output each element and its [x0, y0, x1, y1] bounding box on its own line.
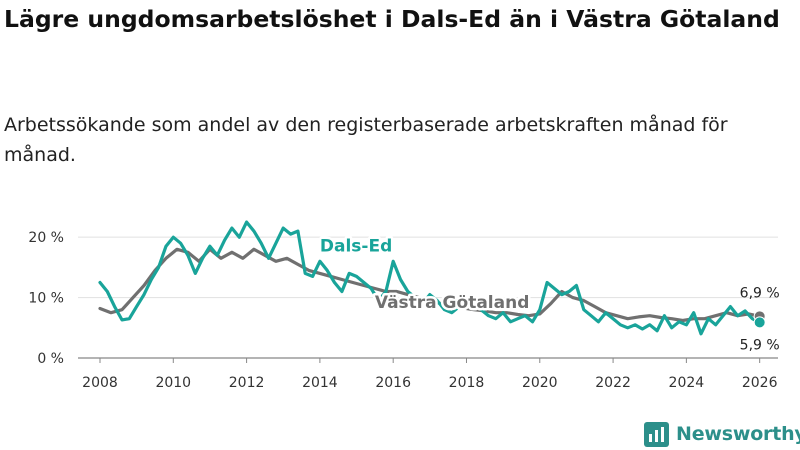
end-markers: 6,9 % 5,9 % — [740, 285, 780, 353]
axes: 0 % 10 % 20 % 2008 2010 2012 2014 2016 2018 2020 2… — [28, 230, 778, 391]
y-tick-label: 10 % — [28, 291, 64, 307]
brand-name: Newsworthy — [676, 423, 800, 445]
x-tick-label: 2012 — [229, 375, 265, 391]
chart-subtitle: Arbetssökande som andel av den registerb… — [4, 114, 728, 166]
x-tick-label: 2026 — [742, 375, 778, 391]
x-tick-label: 2008 — [82, 375, 118, 391]
x-tick-label: 2016 — [375, 375, 411, 391]
x-tick-label: 2024 — [669, 375, 705, 391]
x-tick-label: 2010 — [155, 375, 191, 391]
brand-logo[interactable]: Newsworthy — [644, 420, 800, 448]
newsworthy-logo-icon — [644, 421, 669, 447]
chart-title: Lägre ungdomsarbetslöshet i Dals-Ed än i… — [4, 5, 780, 33]
series-labels: Västra Götaland Dals-Ed — [317, 234, 532, 315]
x-tick-label: 2022 — [595, 375, 631, 391]
line-chart: 0 % 10 % 20 % 2008 2010 2012 2014 2016 2018 2020 2… — [28, 220, 780, 391]
series-label-dals-ed: Dals-Ed — [320, 237, 392, 257]
series-line-dals-ed — [98, 220, 762, 336]
end-label-v-stra-g-taland: 6,9 % — [740, 285, 780, 301]
x-tick-label: 2018 — [449, 375, 485, 391]
series-line-v-stra-g-taland — [98, 247, 762, 323]
y-tick-label: 0 % — [37, 351, 64, 367]
end-marker-dals-ed — [753, 316, 766, 329]
x-tick-label: 2014 — [302, 375, 338, 391]
y-tick-label: 20 % — [28, 230, 64, 246]
x-tick-label: 2020 — [522, 375, 558, 391]
series-lines — [98, 220, 762, 336]
series-label-v-stra-g-taland: Västra Götaland — [375, 293, 530, 313]
end-label-dals-ed: 5,9 % — [740, 337, 780, 353]
